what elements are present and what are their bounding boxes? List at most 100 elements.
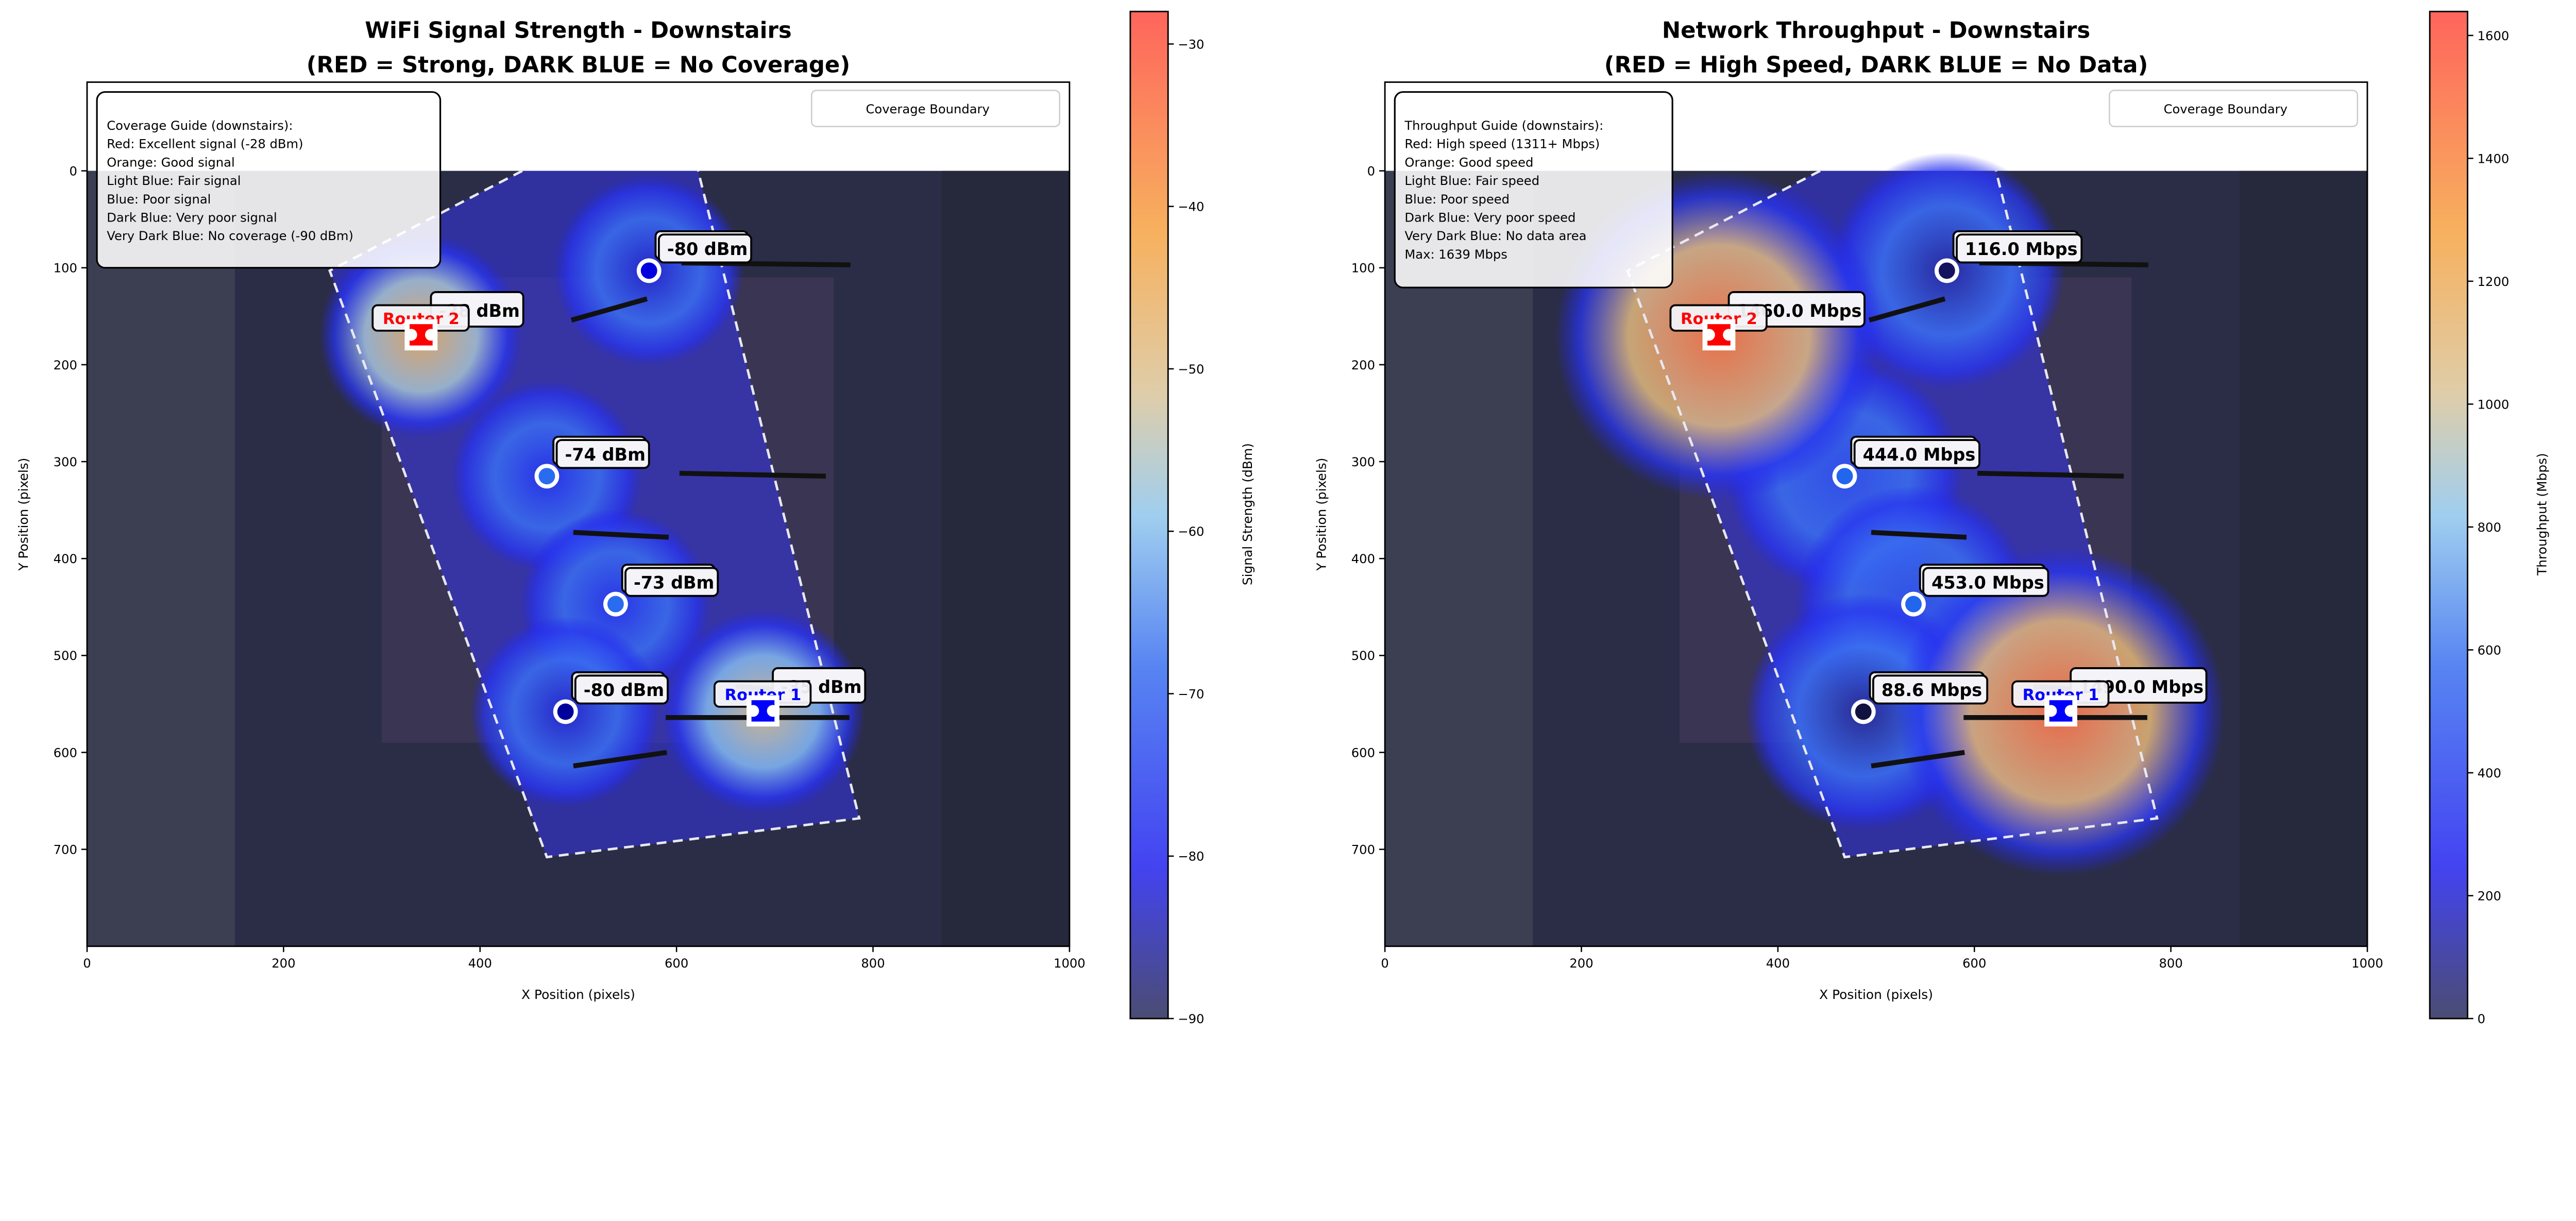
- router-icon-port: [2045, 705, 2057, 717]
- building-left: [87, 171, 235, 946]
- figure: WiFi Signal Strength - Downstairs (RED =…: [16, 10, 2550, 1026]
- guide-line: Max: 1639 Mbps: [1404, 247, 1507, 262]
- coverage-boundary: [1626, 169, 2159, 859]
- value-label-box: [1872, 674, 1989, 705]
- colorbar-tick-label: −30: [1178, 37, 1204, 52]
- guide-line: Orange: Good signal: [107, 155, 234, 169]
- value-label: 453.0 Mbps: [1931, 572, 2044, 592]
- signal-title-line1: WiFi Signal Strength - Downstairs: [365, 18, 791, 43]
- router-icon-port: [1723, 329, 1735, 341]
- x-tick-label: 200: [1569, 956, 1593, 971]
- signal-panel: -80 dBm-74 dBm-73 dBm-80 dBm-28 dBmRoute…: [54, 10, 1204, 1026]
- router-icon-port: [2064, 705, 2077, 717]
- router-icon-port: [1703, 329, 1715, 341]
- building-left: [1385, 171, 1533, 946]
- x-tick-label: 1000: [1054, 956, 1086, 971]
- coverage-boundary: [328, 169, 861, 859]
- guide-line: Coverage Guide (downstairs):: [107, 118, 293, 133]
- guide-line: Red: Excellent signal (-28 dBm): [107, 137, 303, 151]
- legend-box: [810, 90, 1061, 127]
- x-tick-label: 600: [1962, 956, 1986, 971]
- measurement-point-fill: [1836, 468, 1853, 485]
- x-tick-label: 800: [861, 956, 885, 971]
- x-tick-label: 800: [2159, 956, 2183, 971]
- guide-line: Dark Blue: Very poor speed: [1404, 210, 1575, 225]
- guide-box: [1394, 91, 1673, 289]
- value-label-box: [1956, 233, 2083, 264]
- signal-plot-area: -80 dBm-74 dBm-73 dBm-80 dBm-28 dBmRoute…: [87, 169, 1070, 946]
- y-tick-label: 200: [54, 358, 77, 372]
- x-tick-label: 600: [665, 956, 688, 971]
- colorbar-tick-label: 800: [2478, 520, 2501, 535]
- measurement-point-fill: [557, 703, 574, 720]
- throughput-title-line1: Network Throughput - Downstairs: [1662, 18, 2090, 43]
- y-tick-label: 300: [54, 455, 77, 469]
- router-icon-port: [747, 705, 759, 717]
- value-label-box: [1922, 567, 2049, 597]
- guide-line: Light Blue: Fair speed: [1404, 174, 1539, 188]
- signal-title-line2: (RED = Strong, DARK BLUE = No Coverage): [307, 52, 850, 78]
- colorbar-tick-label: −90: [1178, 1012, 1204, 1026]
- colorbar-tick-label: −80: [1178, 850, 1204, 864]
- building-right: [2240, 171, 2367, 946]
- wall-line: [1871, 530, 1967, 540]
- value-label-box: [574, 674, 669, 705]
- y-tick-label: 0: [1367, 164, 1375, 179]
- value-label-box: [1853, 439, 1980, 469]
- signal-colorbar-label: Signal Strength (dBm): [1240, 443, 1255, 585]
- wall-line: [573, 750, 667, 769]
- x-tick-label: 1000: [2351, 956, 2383, 971]
- colorbar: [2429, 10, 2468, 1020]
- throughput-x-axis-label: X Position (pixels): [1819, 987, 1933, 1002]
- y-tick-label: 0: [69, 164, 77, 179]
- wall-line: [573, 530, 669, 540]
- throughput-y-axis-label: Y Position (pixels): [1314, 458, 1329, 571]
- y-tick-label: 500: [1351, 649, 1375, 663]
- colorbar-tick-label: 1200: [2478, 275, 2510, 289]
- x-tick-label: 200: [272, 956, 295, 971]
- legend-box: [2109, 90, 2359, 127]
- guide-line: Blue: Poor speed: [1404, 192, 1510, 207]
- axes-frame: [1384, 81, 2368, 947]
- legend-label: Coverage Boundary: [866, 102, 989, 116]
- throughput-panel: 116.0 Mbps 444.0 Mbps 453.0 Mbps 88.6 Mbps 1…: [1351, 10, 2510, 1026]
- colorbar-tick-label: 0: [2478, 1012, 2485, 1026]
- y-tick-label: 600: [54, 745, 77, 760]
- throughput-colorbar-label: Throughput (Mbps): [2535, 453, 2550, 576]
- router-icon-port: [405, 329, 417, 341]
- value-label: -73 dBm: [634, 572, 714, 592]
- guide-line: Very Dark Blue: No coverage (-90 dBm): [107, 229, 353, 243]
- value-label: -80 dBm: [584, 680, 664, 700]
- y-tick-label: 700: [1351, 843, 1375, 857]
- y-tick-label: 100: [1351, 261, 1375, 276]
- building-right: [941, 171, 1070, 946]
- wall-line: [1868, 296, 1946, 323]
- y-tick-label: 400: [54, 552, 77, 566]
- measurement-point-fill: [1855, 703, 1872, 720]
- value-label: -80 dBm: [667, 239, 748, 259]
- colorbar-tick-label: 1600: [2478, 29, 2510, 43]
- x-tick-label: 400: [468, 956, 492, 971]
- guide-box: [96, 91, 442, 269]
- colorbar-tick-label: 200: [2478, 889, 2501, 903]
- value-label: 88.6 Mbps: [1882, 680, 1982, 700]
- y-tick-label: 200: [1351, 358, 1375, 372]
- x-tick-label: 0: [83, 956, 91, 971]
- y-tick-label: 400: [1351, 552, 1375, 566]
- router-icon-port: [425, 329, 437, 341]
- measurement-point-fill: [1905, 596, 1922, 613]
- guide-line: Dark Blue: Very poor signal: [107, 210, 277, 225]
- colorbar-tick-label: 1000: [2478, 397, 2510, 412]
- colorbar-tick-label: 400: [2478, 766, 2501, 781]
- y-tick-label: 500: [54, 649, 77, 663]
- value-label: 116.0 Mbps: [1965, 239, 2078, 259]
- measurement-point-fill: [538, 468, 555, 485]
- y-tick-label: 600: [1351, 745, 1375, 760]
- value-label-box: [657, 233, 752, 264]
- guide-line: Very Dark Blue: No data area: [1404, 229, 1586, 243]
- measurement-point-fill: [607, 596, 624, 613]
- colorbar-tick-label: 600: [2478, 643, 2501, 657]
- value-label-box: [555, 439, 650, 469]
- legend-label: Coverage Boundary: [2164, 102, 2287, 116]
